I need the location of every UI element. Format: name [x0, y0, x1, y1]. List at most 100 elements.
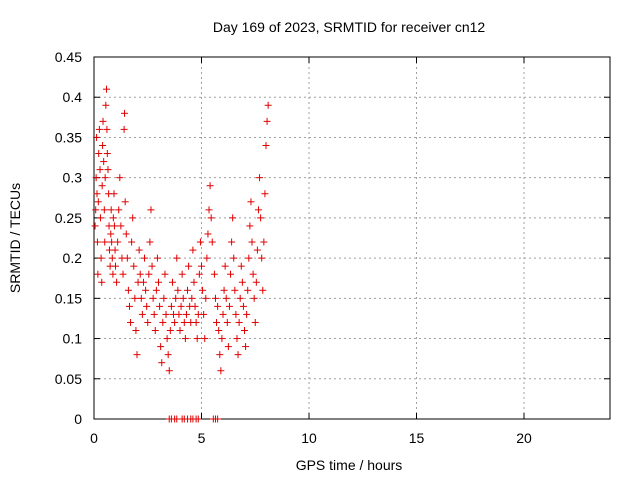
data-point — [92, 174, 100, 182]
data-point — [258, 254, 266, 262]
data-point — [137, 294, 145, 302]
data-point — [176, 327, 184, 335]
data-point — [245, 254, 253, 262]
data-point — [256, 174, 264, 182]
data-point — [192, 318, 200, 326]
data-point — [201, 335, 209, 343]
y-tick-label: 0.35 — [55, 129, 82, 145]
data-point — [224, 343, 232, 351]
data-point — [122, 230, 130, 238]
data-point — [193, 335, 201, 343]
data-point — [214, 415, 222, 423]
data-point — [145, 270, 153, 278]
data-point — [108, 254, 116, 262]
data-point — [229, 214, 237, 222]
data-point — [196, 238, 204, 246]
data-point — [202, 294, 210, 302]
data-point — [239, 302, 247, 310]
data-point — [156, 302, 164, 310]
data-point — [217, 367, 225, 375]
data-point — [166, 327, 174, 335]
data-point — [184, 286, 192, 294]
data-point — [160, 294, 168, 302]
y-tick-label: 0.3 — [63, 170, 83, 186]
data-point — [100, 206, 108, 214]
data-point — [207, 214, 215, 222]
data-point — [110, 222, 118, 230]
data-point — [125, 302, 133, 310]
data-point — [189, 246, 197, 254]
data-point — [151, 327, 159, 335]
data-point — [241, 327, 248, 335]
data-point — [149, 294, 157, 302]
x-axis-label: GPS time / hours — [296, 457, 403, 473]
data-point — [235, 318, 243, 326]
data-point — [218, 335, 226, 343]
data-point — [205, 206, 213, 214]
data-point — [96, 166, 104, 174]
y-tick-label: 0.15 — [55, 290, 82, 306]
chart-title: Day 169 of 2023, SRMTID for receiver cn1… — [213, 19, 486, 35]
data-point — [225, 302, 233, 310]
x-tick-label: 15 — [409, 430, 425, 446]
data-point — [157, 343, 165, 351]
data-point — [242, 343, 250, 351]
data-point — [248, 238, 256, 246]
data-point — [109, 270, 117, 278]
data-point — [204, 230, 212, 238]
y-tick-label: 0.2 — [63, 250, 83, 266]
data-point — [133, 351, 141, 359]
data-point — [251, 318, 259, 326]
data-point — [104, 166, 112, 174]
data-point — [199, 286, 207, 294]
data-point — [233, 335, 241, 343]
data-point — [195, 270, 203, 278]
data-point — [115, 206, 123, 214]
data-point — [238, 278, 246, 286]
data-point — [98, 182, 106, 190]
data-point — [158, 359, 166, 367]
data-point — [228, 238, 236, 246]
data-point — [198, 262, 205, 270]
data-point — [144, 318, 152, 326]
data-point — [99, 141, 107, 149]
data-point — [200, 310, 208, 318]
y-tick-label: 0.4 — [63, 89, 83, 105]
data-point — [247, 198, 255, 206]
data-point — [243, 310, 251, 318]
grid — [94, 57, 610, 419]
data-point — [222, 294, 230, 302]
data-point — [165, 367, 173, 375]
data-point — [136, 270, 144, 278]
data-points — [91, 85, 272, 423]
data-point — [232, 310, 240, 318]
data-point — [249, 270, 257, 278]
data-point — [107, 206, 115, 214]
data-point — [93, 238, 101, 246]
data-point — [101, 238, 109, 246]
data-point — [180, 318, 188, 326]
data-point — [210, 270, 218, 278]
data-point — [96, 214, 104, 222]
x-tick-label: 20 — [516, 430, 532, 446]
data-point — [123, 254, 131, 262]
data-point — [185, 262, 193, 270]
data-point — [237, 262, 245, 270]
data-point — [178, 270, 186, 278]
axis-ticks: 0 0.05 0.1 0.15 0.2 0.25 0.3 0.35 0.4 0.45 0 5 10 15 2… — [55, 49, 610, 446]
data-point — [263, 117, 271, 125]
data-point — [161, 270, 169, 278]
data-point — [254, 206, 262, 214]
data-point — [191, 302, 199, 310]
data-point — [188, 294, 196, 302]
y-tick-label: 0.25 — [55, 210, 82, 226]
data-point — [93, 190, 101, 198]
data-point — [130, 262, 138, 270]
y-tick-label: 0.05 — [55, 371, 82, 387]
data-point — [152, 286, 160, 294]
data-point — [181, 335, 189, 343]
y-axis-label: SRMTID / TECUs — [7, 183, 23, 293]
data-point — [142, 286, 150, 294]
data-point — [223, 318, 231, 326]
data-point — [230, 254, 238, 262]
